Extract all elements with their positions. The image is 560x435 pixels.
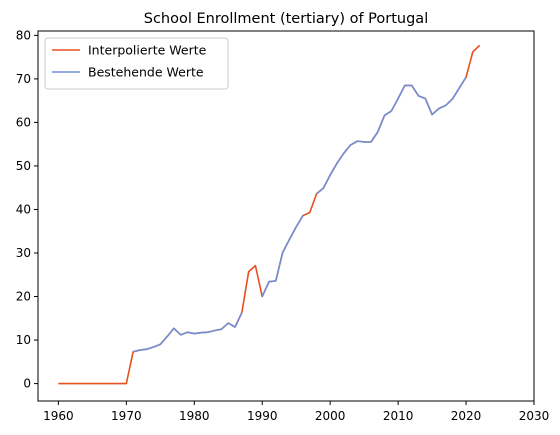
series-line-0 — [58, 44, 481, 385]
y-tick-label: 10 — [16, 333, 31, 347]
chart-title: School Enrollment (tertiary) of Portugal — [144, 11, 428, 27]
x-tick-label: 2000 — [315, 409, 346, 423]
x-tick-label: 2010 — [383, 409, 414, 423]
y-tick-label: 60 — [16, 115, 31, 129]
legend-label-1: Bestehende Werte — [88, 65, 204, 80]
x-tick-label: 2030 — [519, 409, 550, 423]
y-tick-label: 0 — [23, 377, 31, 391]
y-tick-label: 20 — [16, 290, 31, 304]
plot-frame — [37, 30, 535, 402]
y-tick-label: 30 — [16, 246, 31, 260]
series-line-1 — [132, 312, 243, 353]
y-tick-label: 70 — [16, 72, 31, 86]
plot-lines — [58, 44, 481, 385]
x-tick-label: 1960 — [43, 409, 74, 423]
series-line-3 — [316, 76, 467, 195]
legend-box — [44, 37, 229, 90]
series-line-2 — [261, 215, 304, 297]
x-tick-label: 1980 — [179, 409, 210, 423]
legend-label-0: Interpolierte Werte — [88, 43, 207, 58]
y-tick-label: 50 — [16, 159, 31, 173]
y-axis: 0 10 20 30 40 50 60 70 80 — [16, 28, 38, 391]
x-tick-label: 1990 — [247, 409, 278, 423]
y-tick-label: 80 — [16, 28, 31, 42]
legend: Interpolierte Werte Bestehende Werte — [44, 37, 229, 90]
y-tick-label: 40 — [16, 202, 31, 216]
x-tick-label: 1970 — [111, 409, 142, 423]
x-tick-label: 2020 — [451, 409, 482, 423]
x-axis: 1960 1970 1980 1990 2000 2010 2020 2030 — [43, 401, 549, 423]
